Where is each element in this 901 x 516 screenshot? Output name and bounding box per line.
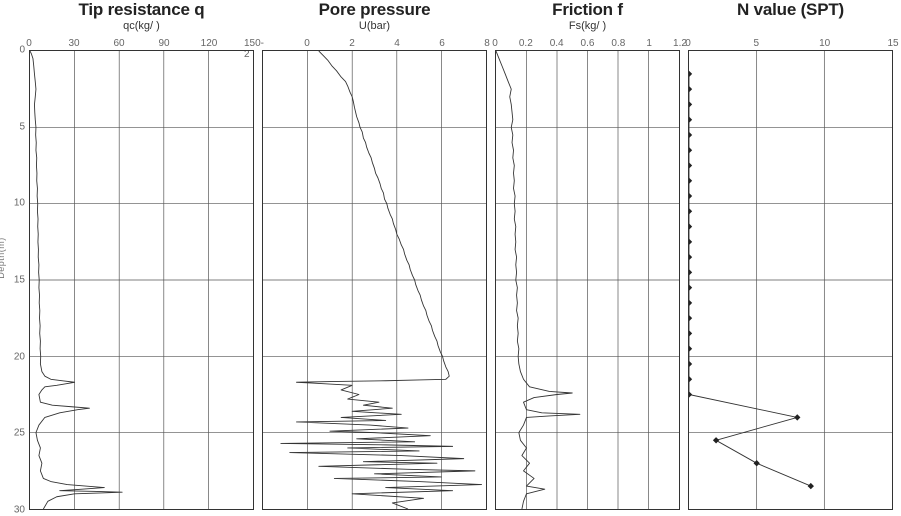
x-tick: 1 — [646, 38, 652, 49]
y-tick: 20 — [7, 351, 25, 362]
panel-title: Friction f — [495, 0, 680, 20]
y-tick: 5 — [7, 121, 25, 132]
plot-area — [688, 50, 893, 510]
panel-subtitle: Fs(kg/ ) — [495, 20, 680, 32]
y-tick: 0 — [7, 45, 25, 56]
x-tick: 30 — [68, 38, 79, 49]
x-tick: 0 — [304, 38, 310, 49]
x-tick: 0.8 — [611, 38, 625, 49]
panel-nvalue: N value (SPT)051015 — [688, 0, 893, 516]
x-tick: 0 — [685, 38, 691, 49]
x-tick: 2 — [349, 38, 355, 49]
x-tick: 6 — [439, 38, 445, 49]
x-tick: 0.2 — [519, 38, 533, 49]
panel-title: Tip resistance q — [29, 0, 254, 20]
panel-title: Pore pressure — [262, 0, 487, 20]
panel-title: N value (SPT) — [688, 0, 893, 20]
panel-tip: Tip resistance qqc(kg/ )0306090120150-20… — [29, 0, 254, 516]
panel-pore: Pore pressureU(bar) 0 2 4 6 8 — [262, 0, 487, 516]
y-tick: 25 — [7, 428, 25, 439]
x-axis-ticks: 051015 — [688, 38, 893, 50]
panel-friction: Friction fFs(kg/ )00.20.40.60.811.2 — [495, 0, 680, 516]
x-tick: 60 — [113, 38, 124, 49]
x-axis-ticks: 0 2 4 6 8 — [262, 38, 487, 50]
charts-container: Tip resistance qqc(kg/ )0306090120150-20… — [29, 0, 899, 516]
x-axis-ticks: 00.20.40.60.811.2 — [495, 38, 680, 50]
x-tick: 15 — [887, 38, 898, 49]
x-tick: 90 — [158, 38, 169, 49]
y-axis-label: Depth(m) — [0, 237, 6, 279]
x-tick: 0.6 — [581, 38, 595, 49]
panel-subtitle: qc(kg/ ) — [29, 20, 254, 32]
x-tick: 0 — [26, 38, 32, 49]
x-tick: 0.4 — [550, 38, 564, 49]
x-tick: 8 — [484, 38, 490, 49]
x-tick: 10 — [819, 38, 830, 49]
x-tick: 0 — [492, 38, 498, 49]
plot-area — [262, 50, 487, 510]
panel-subtitle: U(bar) — [262, 20, 487, 32]
x-tick: 4 — [394, 38, 400, 49]
y-tick: 15 — [7, 275, 25, 286]
x-tick: 120 — [201, 38, 218, 49]
y-tick: 30 — [7, 505, 25, 516]
plot-area — [495, 50, 680, 510]
y-axis-ticks: 051015202530 — [9, 50, 27, 510]
x-tick: 5 — [754, 38, 760, 49]
x-axis-ticks: 0306090120150-2 — [29, 38, 254, 50]
plot-area — [29, 50, 254, 510]
y-tick: 10 — [7, 198, 25, 209]
